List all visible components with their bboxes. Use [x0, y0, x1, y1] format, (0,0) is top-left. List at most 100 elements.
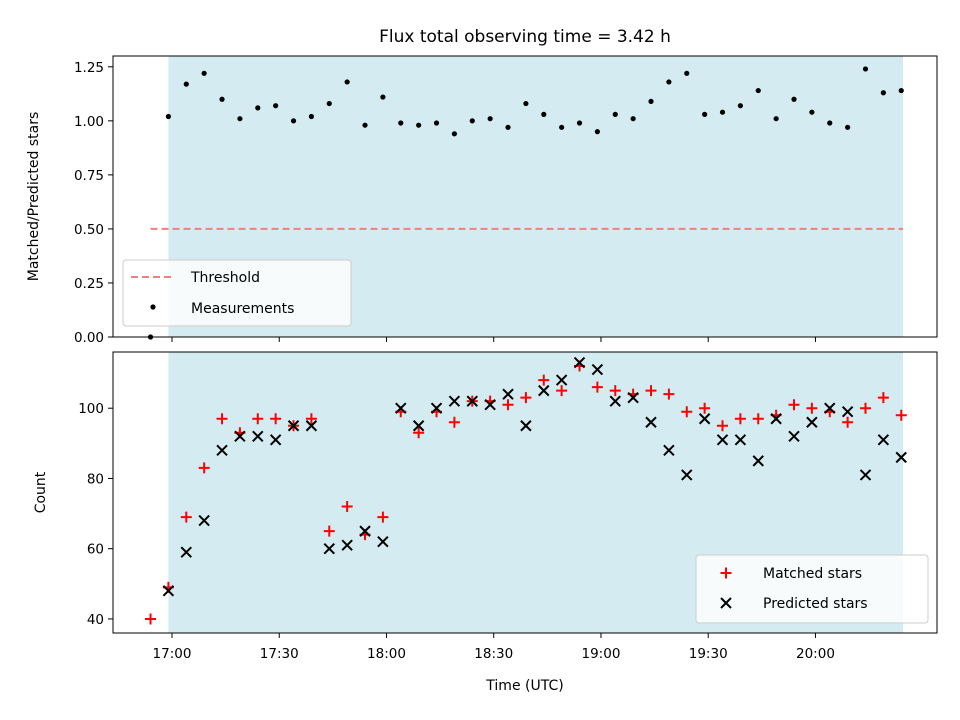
- measurement-point: [273, 103, 279, 109]
- measurement-point: [702, 111, 708, 117]
- matched-star-point: [860, 402, 872, 414]
- predicted-star-point: [627, 391, 639, 404]
- measurement-point: [630, 116, 636, 122]
- matched-star-point: [788, 399, 800, 411]
- matched-star-point: [341, 501, 353, 513]
- matched-star-point: [645, 385, 657, 397]
- count-y-tick-label: 80: [87, 471, 104, 487]
- ratio-axis-ticks: 0.00 0.25 0.50 0.75 1.00 1.25: [74, 60, 816, 346]
- measurement-point: [183, 81, 189, 87]
- measurement-point: [576, 120, 583, 126]
- ratio-panel-frame: [112, 55, 938, 338]
- legend-predicted-label: Predicted stars: [763, 596, 868, 612]
- legend-measurements-label: Measurements: [191, 301, 294, 317]
- matched-star-point: [806, 402, 818, 414]
- predicted-star-point: [698, 413, 711, 425]
- matched-star-point: [252, 413, 264, 425]
- count-panel: 40 60 80 100 17:00 17:30 18:00 18:30 19:00 19:30 2…: [33, 351, 938, 694]
- measurement-point: [827, 120, 833, 126]
- measurement-point: [398, 120, 404, 126]
- count-points: [145, 356, 907, 625]
- predicted-star-point: [645, 416, 657, 428]
- ratio-legend-box: [122, 259, 352, 327]
- time-tick-label: 19:30: [689, 646, 728, 662]
- predicted-star-point: [609, 395, 621, 407]
- count-legend: Matched stars Predicted stars: [695, 554, 929, 624]
- predicted-star-point: [520, 420, 532, 432]
- time-tick-label: 17:30: [260, 646, 299, 662]
- matched-star-point: [734, 413, 746, 425]
- ratio-legend: Threshold Measurements: [122, 259, 352, 327]
- measurement-point: [362, 122, 368, 128]
- ratio-axis-label: Matched/Predicted stars: [26, 112, 42, 282]
- predicted-star-point: [412, 420, 425, 432]
- measurement-point: [416, 122, 422, 128]
- matched-star-point: [699, 402, 711, 414]
- matched-star-point: [198, 462, 210, 474]
- measurement-point: [594, 129, 600, 135]
- count-y-tick-label: 60: [87, 542, 104, 558]
- predicted-star-point: [252, 430, 264, 443]
- count-axis-label: Count: [33, 471, 49, 513]
- measurement-point: [255, 105, 261, 111]
- matched-star-point: [681, 406, 693, 418]
- matched-star-point: [717, 420, 729, 432]
- ratio-y-tick-label: 1.00: [74, 114, 104, 130]
- matched-star-point: [556, 385, 568, 397]
- measurement-point: [845, 124, 851, 130]
- measurement-point: [380, 94, 386, 100]
- time-tick-label: 18:30: [474, 646, 513, 662]
- matched-star-point: [502, 399, 514, 411]
- predicted-star-point: [895, 451, 907, 464]
- matched-star-point: [663, 388, 675, 400]
- legend-matched-marker: [720, 567, 732, 579]
- measurement-point: [344, 79, 350, 85]
- predicted-star-point: [216, 444, 228, 457]
- matched-star-point: [305, 413, 317, 425]
- measurement-point: [719, 109, 726, 115]
- ratio-panel: 0.00 0.25 0.50 0.75 1.00 1.25 Matched/Predict…: [26, 55, 938, 346]
- predicted-star-point: [448, 395, 461, 407]
- matched-star-point: [216, 413, 228, 425]
- matched-star-point: [877, 392, 889, 404]
- measurement-point: [541, 111, 547, 117]
- measurement-point: [433, 120, 440, 126]
- measurement-point: [648, 98, 654, 104]
- predicted-star-point: [234, 430, 246, 443]
- measurement-points: [147, 66, 904, 340]
- predicted-star-point: [859, 469, 872, 481]
- predicted-star-point: [877, 434, 890, 446]
- count-axis-ticks: 40 60 80 100 17:00 17:30 18:00 18:30 19:00 19:30 2…: [78, 401, 835, 662]
- legend-matched-swatch: [720, 567, 732, 579]
- predicted-star-point: [323, 542, 335, 555]
- predicted-star-point: [824, 402, 836, 414]
- matched-star-point: [752, 413, 764, 425]
- measurement-point: [505, 124, 511, 130]
- measurement-point: [755, 87, 761, 94]
- legend-matched-label: Matched stars: [763, 566, 862, 582]
- count-y-tick-label: 40: [87, 612, 104, 628]
- ratio-y-tick-label: 0.50: [74, 222, 104, 238]
- measurement-point: [773, 116, 779, 122]
- chart-title: Flux total observing time = 3.42 h: [379, 27, 671, 47]
- measurement-point: [469, 118, 475, 124]
- count-legend-box: [695, 554, 929, 624]
- measurement-point: [487, 116, 493, 122]
- measurement-point: [523, 100, 529, 107]
- legend-threshold-label: Threshold: [190, 270, 260, 286]
- measurement-point: [898, 87, 904, 94]
- measurement-point: [791, 96, 797, 102]
- matched-star-point: [895, 409, 907, 421]
- matched-star-point: [591, 381, 603, 393]
- predicted-star-point: [681, 469, 693, 481]
- measurement-point: [219, 96, 225, 102]
- ratio-y-tick-label: 0.25: [74, 276, 104, 292]
- time-tick-label: 20:00: [796, 646, 835, 662]
- measurement-point: [326, 100, 332, 107]
- legend-predicted-swatch: [720, 597, 732, 609]
- time-axis-label: Time (UTC): [485, 678, 563, 694]
- measurement-point: [684, 70, 690, 76]
- predicted-star-point: [538, 384, 550, 397]
- time-tick-label: 18:00: [367, 646, 406, 662]
- predicted-star-point: [269, 434, 282, 446]
